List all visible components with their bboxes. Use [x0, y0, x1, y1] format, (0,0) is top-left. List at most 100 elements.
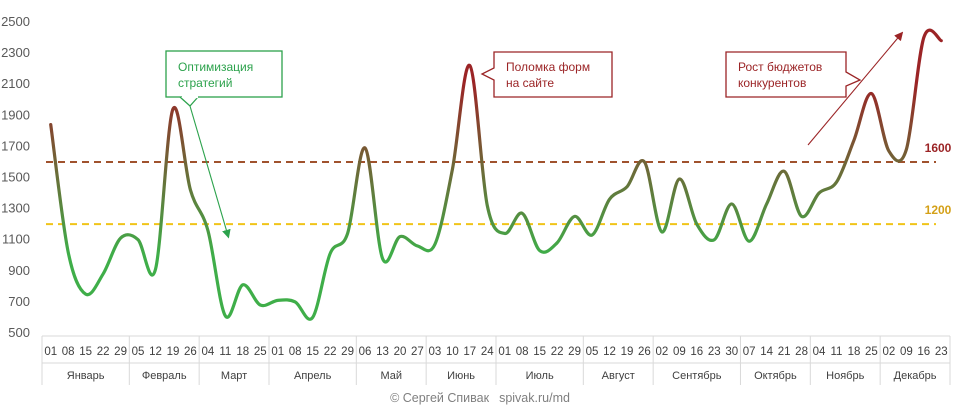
x-tick-label: 13 — [376, 346, 389, 358]
x-tick-label: 02 — [655, 346, 668, 358]
x-axis: 01 08 15 22 29 05 12 19 26 04 11 18 25 01 08 15 22 29 06 13… — [41, 335, 951, 385]
callout-text-line: стратегий — [178, 76, 232, 90]
callout-arrow — [189, 105, 231, 239]
y-tick-label: 2100 — [1, 76, 30, 91]
month-label: Май — [380, 370, 402, 382]
y-tick-label: 500 — [8, 325, 30, 340]
x-tick-label: 01 — [271, 346, 284, 358]
y-tick-label: 2500 — [1, 14, 30, 29]
reference-lines: 1600 1200 — [46, 141, 952, 226]
x-tick-label: 16 — [917, 346, 930, 358]
month-label: Февраль — [142, 370, 187, 382]
x-tick-label: 12 — [149, 346, 162, 358]
y-tick-label: 2300 — [1, 45, 30, 60]
x-tick-label: 05 — [586, 346, 599, 358]
x-tick-label: 23 — [935, 346, 948, 358]
x-tick-label: 26 — [638, 346, 651, 358]
x-tick-label: 24 — [481, 346, 494, 358]
x-tick-label: 25 — [254, 346, 267, 358]
y-tick-label: 1500 — [1, 170, 30, 185]
x-tick-label: 29 — [568, 346, 581, 358]
x-tick-label: 12 — [603, 346, 616, 358]
callout-box — [480, 51, 613, 98]
x-tick-label: 08 — [62, 346, 75, 358]
x-tick-label: 29 — [341, 346, 354, 358]
y-axis: 500 700 900 1100 1300 1500 1700 1900 2100 2300 250… — [1, 14, 30, 340]
x-tick-label: 19 — [621, 346, 634, 358]
month-label: Сентябрь — [672, 370, 722, 382]
month-label: Октябрь — [754, 370, 797, 382]
x-tick-label: 16 — [690, 346, 703, 358]
y-tick-label: 1900 — [1, 107, 30, 122]
month-label: Июнь — [447, 370, 475, 382]
x-tick-label: 01 — [44, 346, 57, 358]
x-tick-label: 07 — [743, 346, 756, 358]
x-tick-label: 25 — [865, 346, 878, 358]
x-tick-label: 22 — [551, 346, 564, 358]
series-line-0 — [49, 28, 943, 321]
y-tick-label: 1700 — [1, 138, 30, 153]
month-label: Март — [221, 370, 247, 382]
callout-text-line: конкурентов — [738, 76, 806, 90]
x-tick-label: 03 — [428, 346, 441, 358]
x-tick-label: 04 — [813, 346, 826, 358]
callout-text-line: Рост бюджетов — [738, 60, 822, 74]
callout-strategy-optimization: Оптимизация стратегий — [165, 50, 283, 239]
x-tick-label: 28 — [795, 346, 808, 358]
x-tick-label: 29 — [114, 346, 127, 358]
month-label: Апрель — [294, 370, 332, 382]
x-tick-label: 10 — [446, 346, 459, 358]
x-tick-label: 22 — [97, 346, 110, 358]
x-tick-label: 04 — [201, 346, 214, 358]
y-tick-label: 900 — [8, 263, 30, 278]
x-tick-label: 11 — [219, 346, 231, 358]
callout-text-line: Поломка форм — [506, 60, 590, 74]
x-tick-label: 15 — [306, 346, 319, 358]
x-tick-label: 17 — [463, 346, 476, 358]
x-tick-label: 11 — [831, 346, 843, 358]
copyright-author: © Сергей Спивак — [390, 391, 490, 405]
x-tick-label: 09 — [673, 346, 686, 358]
series-layer — [49, 28, 943, 321]
x-tick-label: 18 — [236, 346, 249, 358]
callout-form-breakage: Поломка форм на сайте — [480, 51, 613, 98]
x-tick-label: 14 — [760, 346, 773, 358]
month-label: Декабрь — [894, 370, 937, 382]
y-tick-label: 1300 — [1, 201, 30, 216]
x-tick-label: 18 — [848, 346, 861, 358]
month-label: Август — [602, 370, 635, 382]
x-tick-label: 01 — [498, 346, 511, 358]
x-tick-label: 08 — [516, 346, 529, 358]
x-tick-label: 15 — [79, 346, 92, 358]
x-tick-label: 02 — [882, 346, 895, 358]
x-tick-label: 06 — [359, 346, 372, 358]
reference-label-1200: 1200 — [925, 203, 952, 217]
y-tick-label: 1100 — [2, 232, 30, 247]
x-tick-label: 26 — [184, 346, 197, 358]
x-tick-label: 09 — [900, 346, 913, 358]
reference-label-1600: 1600 — [925, 141, 952, 155]
trend-arrow — [807, 31, 904, 146]
month-label: Январь — [67, 370, 105, 382]
copyright-site: spivak.ru/md — [499, 391, 570, 405]
x-tick-label: 21 — [778, 346, 791, 358]
x-tick-label: 22 — [324, 346, 337, 358]
x-tick-label: 05 — [132, 346, 145, 358]
callout-pointer — [179, 96, 199, 107]
x-tick-label: 27 — [411, 346, 424, 358]
callout-text-line: Оптимизация — [178, 60, 253, 74]
month-label: Ноябрь — [826, 370, 864, 382]
x-tick-label: 23 — [708, 346, 721, 358]
callout-box — [725, 51, 862, 98]
callout-text-line: на сайте — [506, 76, 554, 90]
copyright-text: © Сергей Спивак spivak.ru/md — [390, 391, 570, 405]
callout-box — [165, 50, 283, 98]
annotations: Оптимизация стратегий Поломка форм на сайте… — [165, 31, 904, 239]
y-tick-label: 700 — [8, 294, 30, 309]
x-tick-label: 30 — [725, 346, 738, 358]
x-tick-label: 19 — [167, 346, 180, 358]
x-tick-label: 20 — [394, 346, 407, 358]
x-tick-label: 15 — [533, 346, 546, 358]
